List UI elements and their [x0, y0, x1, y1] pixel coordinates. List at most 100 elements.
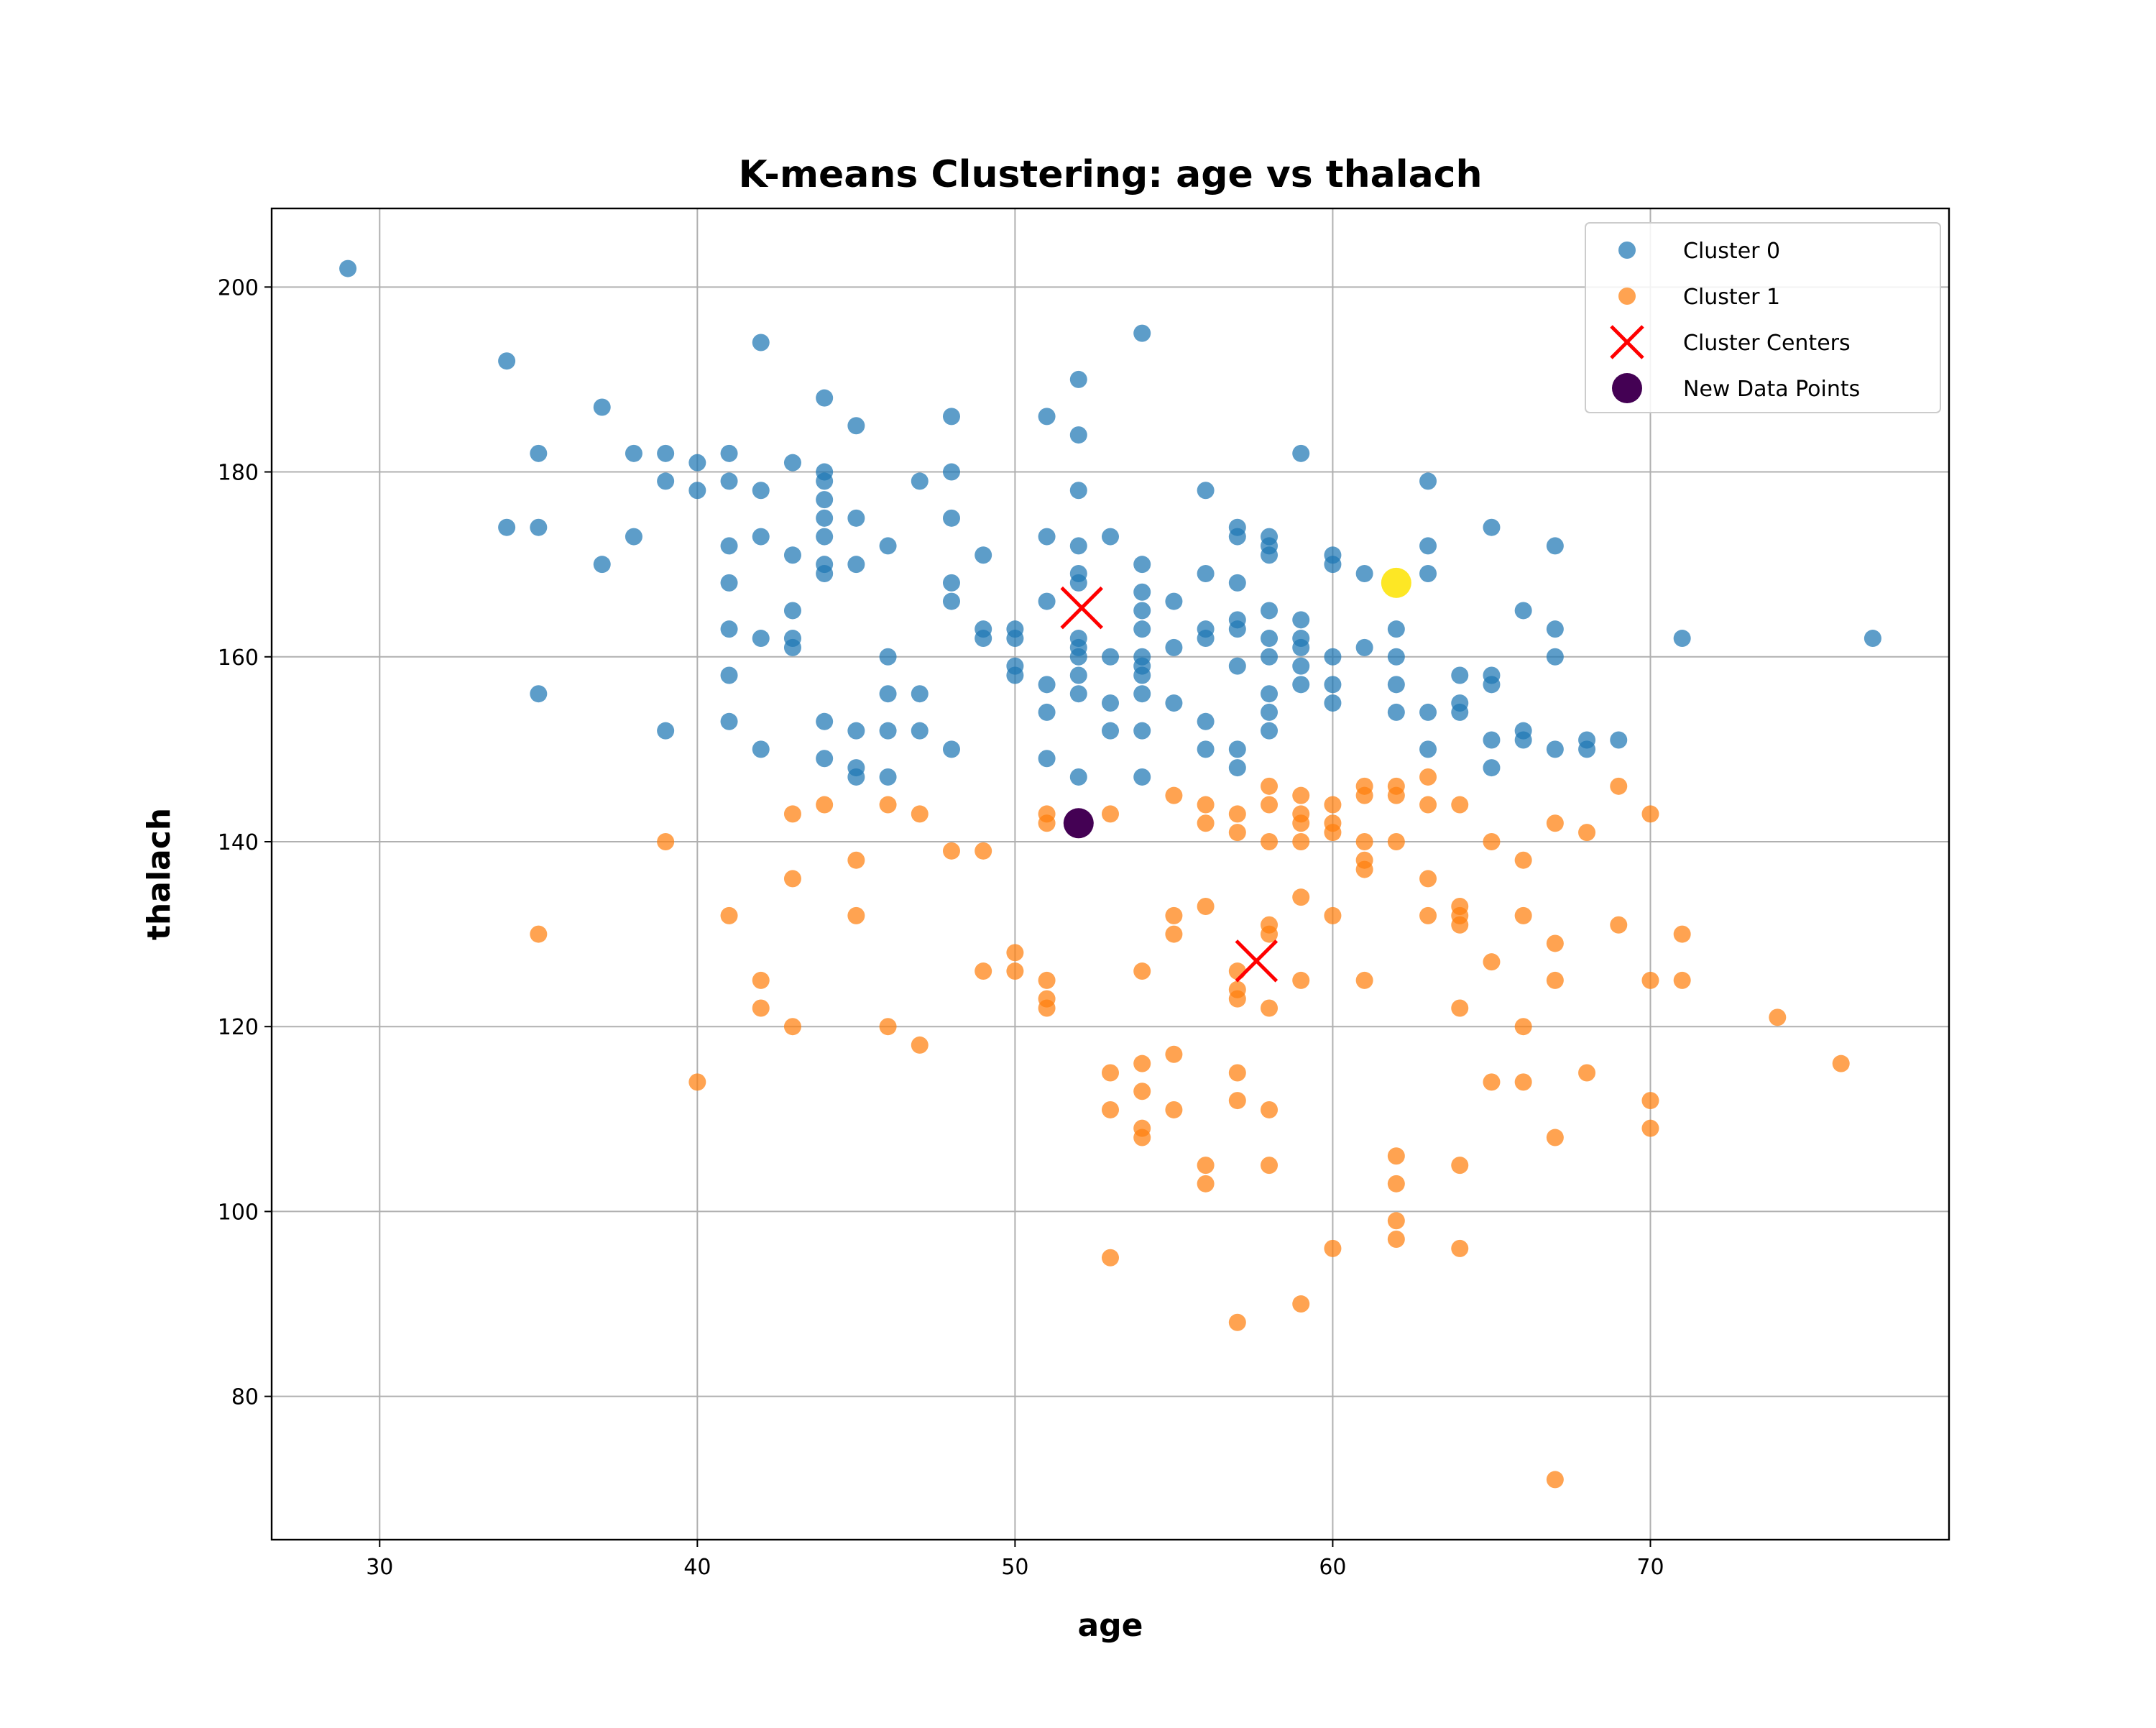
x-tick-label: 50	[1001, 1555, 1028, 1580]
cluster-0-point	[1038, 408, 1056, 426]
cluster-0-point	[1197, 630, 1215, 648]
legend-label: Cluster 1	[1683, 285, 1780, 310]
cluster-0-point	[1133, 602, 1151, 620]
cluster-1-point	[1261, 796, 1279, 814]
cluster-0-point	[1228, 740, 1246, 758]
cluster-1-point	[1228, 1313, 1246, 1331]
cluster-0-point	[1261, 648, 1279, 666]
cluster-0-point	[720, 574, 738, 592]
cluster-0-point	[1133, 685, 1151, 703]
cluster-0-point	[942, 592, 960, 610]
cluster-0-point	[942, 574, 960, 592]
cluster-1-point	[1387, 832, 1405, 850]
cluster-0-point	[1228, 528, 1246, 546]
cluster-1-point	[1355, 971, 1373, 989]
legend-entry: Cluster 0	[1618, 239, 1780, 264]
axis-ticks: 30 40 50 60 70 80 100 120 140 160 180 200	[218, 275, 1664, 1580]
cluster-1-point	[1483, 953, 1501, 971]
cluster-1-point	[1451, 1157, 1469, 1175]
cluster-1-point	[1228, 990, 1246, 1008]
cluster-0-point	[1038, 703, 1056, 721]
x-tick-label: 40	[683, 1555, 711, 1580]
cluster-0-point	[1069, 482, 1087, 500]
legend-label: Cluster 0	[1683, 239, 1780, 264]
chart-title: K-means Clustering: age vs thalach	[738, 153, 1482, 196]
cluster-1-point	[1228, 805, 1246, 823]
cluster-1-point	[1261, 1157, 1279, 1175]
cluster-0-point	[1419, 565, 1437, 583]
cluster-0-point	[498, 352, 516, 370]
cluster-1-point	[1133, 962, 1151, 980]
cluster-0-point	[1197, 565, 1215, 583]
cluster-0-point	[783, 638, 801, 656]
cluster-0-point	[975, 630, 992, 648]
cluster-0-point	[1419, 537, 1437, 555]
cluster-0-point	[1069, 574, 1087, 592]
data-points	[339, 259, 1881, 1489]
cluster-1-point	[752, 999, 770, 1017]
cluster-0-point	[1324, 676, 1342, 694]
cluster-0-point	[975, 546, 992, 564]
cluster-0-point	[816, 528, 834, 546]
cluster-0-point	[1261, 546, 1279, 564]
cluster-0-point	[1483, 518, 1501, 536]
cluster-1-point	[1451, 999, 1469, 1017]
cluster-0-point	[720, 620, 738, 638]
cluster-1-point	[1197, 1175, 1215, 1192]
cluster-0-point	[625, 528, 642, 546]
cluster-0-point	[942, 509, 960, 527]
cluster-1-point	[1038, 999, 1056, 1017]
cluster-1-point	[1292, 786, 1310, 804]
cluster-1-point	[1832, 1054, 1850, 1072]
cluster-1-point	[1261, 832, 1279, 850]
cluster-1-point	[1673, 971, 1691, 989]
cluster-1-point	[879, 1018, 897, 1036]
legend-entry: Cluster Centers	[1610, 325, 1851, 359]
cluster-0-point	[1102, 648, 1119, 666]
cluster-0-point	[1261, 602, 1279, 620]
cluster-1-point	[1102, 1100, 1119, 1118]
y-tick-label: 100	[218, 1200, 259, 1225]
cluster-1-point	[1324, 824, 1342, 842]
cluster-1-point	[1355, 860, 1373, 878]
cluster-0-point	[1102, 722, 1119, 740]
cluster-0-point	[1292, 657, 1310, 675]
cluster-1-point	[1102, 1249, 1119, 1267]
new-data-point	[1063, 808, 1094, 839]
cluster-1-point	[1197, 796, 1215, 814]
cluster-0-point	[1261, 630, 1279, 648]
cluster-0-point	[1133, 768, 1151, 786]
cluster-0-point	[1546, 648, 1564, 666]
cluster-0-point	[1292, 676, 1310, 694]
cluster-0-point	[1324, 556, 1342, 574]
cluster-1-point	[1673, 925, 1691, 943]
cluster-0-point	[657, 444, 675, 462]
cluster-1-point	[1261, 777, 1279, 795]
cluster-0-point	[593, 398, 611, 416]
y-tick-label: 180	[218, 461, 259, 486]
cluster-1-point	[1355, 786, 1373, 804]
cluster-0-point	[1355, 565, 1373, 583]
cluster-1-point	[1102, 805, 1119, 823]
cluster-0-point	[816, 565, 834, 583]
cluster-0-point	[720, 537, 738, 555]
cluster-1-point	[1546, 1129, 1564, 1146]
y-tick-label: 120	[218, 1015, 259, 1040]
cluster-1-point	[1165, 786, 1183, 804]
cluster-0-point	[816, 491, 834, 509]
legend-marker	[1618, 288, 1636, 305]
cluster-0-point	[593, 556, 611, 574]
cluster-1-point	[1578, 1064, 1596, 1082]
x-axis-label: age	[1077, 1607, 1143, 1644]
cluster-0-point	[1292, 638, 1310, 656]
cluster-1-point	[1197, 898, 1215, 916]
cluster-1-point	[1133, 1083, 1151, 1100]
cluster-0-point	[1261, 722, 1279, 740]
cluster-0-point	[1165, 638, 1183, 656]
cluster-1-point	[1228, 962, 1246, 980]
cluster-0-point	[816, 472, 834, 490]
cluster-1-point	[1546, 814, 1564, 832]
cluster-0-point	[657, 722, 675, 740]
y-axis-label: thalach	[141, 808, 178, 940]
